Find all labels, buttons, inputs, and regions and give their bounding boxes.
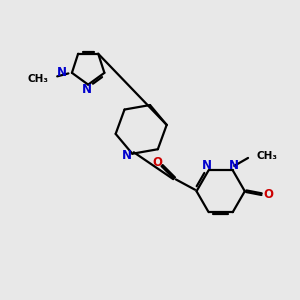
Text: N: N (202, 158, 212, 172)
Text: N: N (122, 149, 132, 162)
Text: O: O (263, 188, 273, 201)
Text: CH₃: CH₃ (256, 152, 277, 161)
Text: N: N (229, 158, 239, 172)
Text: O: O (153, 156, 163, 169)
Text: N: N (82, 83, 92, 96)
Text: N: N (57, 66, 67, 79)
Text: CH₃: CH₃ (27, 74, 48, 84)
